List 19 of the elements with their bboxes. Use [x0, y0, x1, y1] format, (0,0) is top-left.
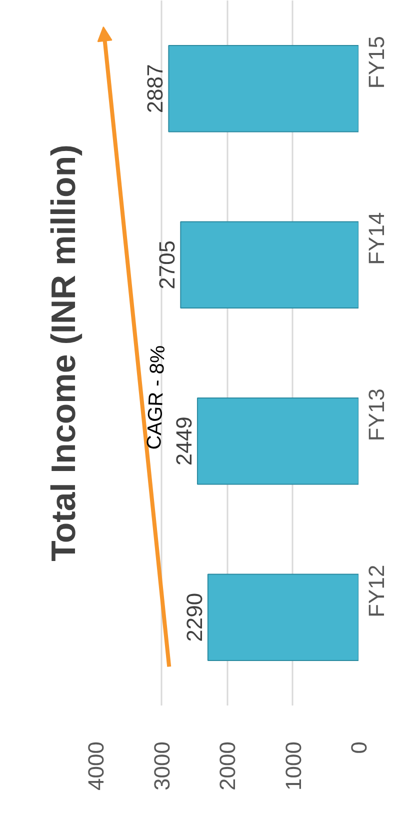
data-label: 2887: [142, 64, 168, 114]
x-tick-label: 3000: [149, 741, 174, 790]
x-tick-label: 2000: [215, 741, 240, 790]
y-tick-label: FY14: [364, 212, 389, 265]
bar: [207, 574, 358, 662]
annotation: CAGR - 8%: [143, 344, 170, 450]
data-label: 2290: [182, 592, 207, 642]
data-label: 2705: [154, 240, 180, 290]
bar: [196, 397, 358, 485]
y-tick-label: FY13: [364, 388, 389, 442]
bar: [168, 44, 358, 132]
bar: [180, 221, 358, 309]
y-tick-label: FY12: [364, 564, 389, 618]
x-tick-label: 1000: [280, 741, 306, 790]
data-label: 2449: [171, 416, 196, 466]
text: Total Income (INR million): [45, 144, 83, 562]
x-tick-label: 4000: [84, 741, 108, 790]
y-tick-label: FY15: [364, 36, 389, 89]
x-tick-label: 0: [346, 741, 372, 754]
